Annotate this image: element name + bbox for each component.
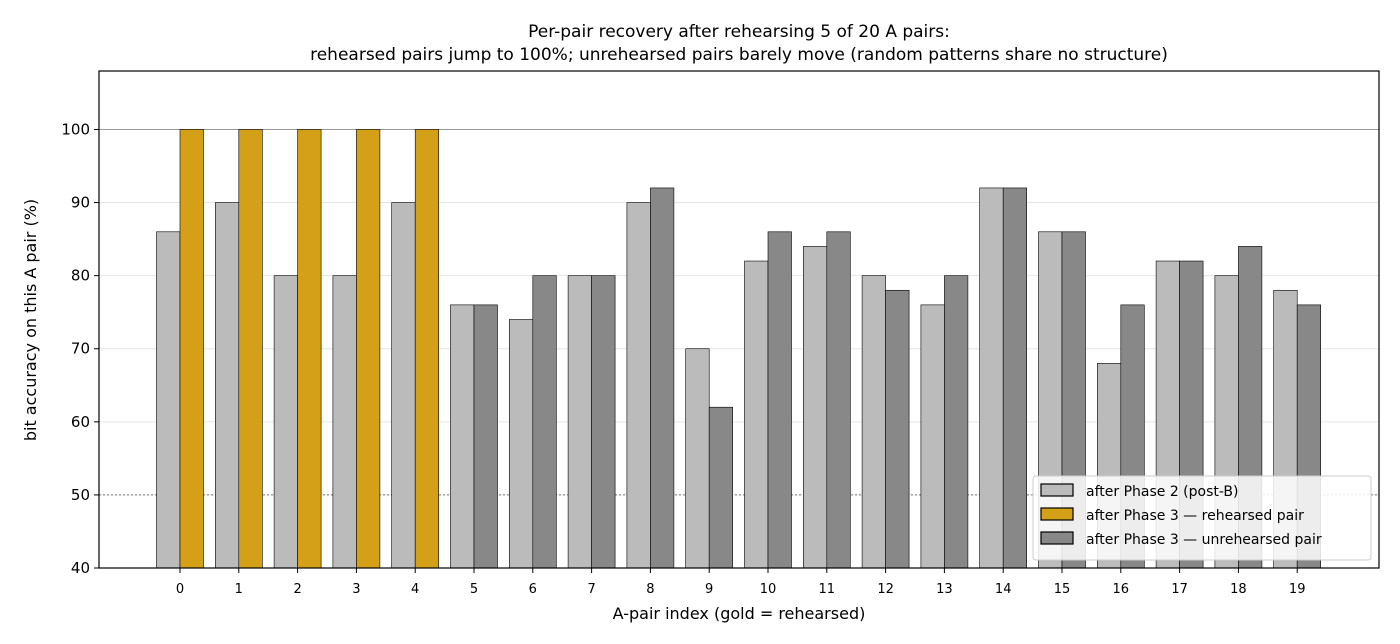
bar-phase3-unrehearsed-8 — [650, 187, 675, 569]
chart-title-line-1: Per-pair recovery after rehearsing 5 of … — [528, 22, 950, 42]
bar-phase2-10 — [744, 260, 769, 569]
bar-phase2-14 — [979, 187, 1004, 569]
legend-swatch — [1040, 483, 1074, 497]
x-tick-label: 1 — [235, 582, 243, 597]
y-tick-label: 90 — [71, 194, 90, 212]
plot-frame — [98, 70, 1380, 569]
bar-phase2-8 — [626, 202, 651, 569]
legend-frame — [1032, 475, 1372, 561]
legend: after Phase 2 (post-B) after Phase 3 — re… — [1032, 475, 1372, 561]
bar-phase3-rehearsed-4 — [414, 129, 440, 569]
x-tick-label: 17 — [1171, 582, 1188, 597]
bar-phase2-7 — [567, 275, 592, 569]
x-tick-label: 14 — [995, 582, 1012, 597]
bar-phase2-4 — [391, 202, 416, 569]
bar-phase3-rehearsed-1 — [238, 129, 263, 569]
y-tick-label: 100 — [61, 120, 90, 138]
bar-phase3-unrehearsed-13 — [944, 275, 969, 569]
x-tick-label: 10 — [760, 582, 777, 597]
bar-phase3-unrehearsed-14 — [1002, 187, 1028, 569]
bar-phase2-0 — [156, 231, 181, 569]
x-tick-label: 2 — [293, 582, 301, 597]
bar-phase2-1 — [215, 202, 240, 569]
bar-phase3-unrehearsed-9 — [708, 406, 734, 569]
x-tick-label: 8 — [646, 582, 654, 597]
bar-phase3-unrehearsed-11 — [826, 231, 851, 569]
chart-title-line-2: rehearsed pairs jump to 100%; unrehearse… — [310, 45, 1168, 65]
x-tick-label: 12 — [877, 582, 894, 597]
bar-phase2-12 — [861, 275, 886, 569]
x-tick-label: 19 — [1289, 582, 1306, 597]
legend-label: after Phase 3 — rehearsed pair — [1086, 508, 1304, 524]
bar-phase3-unrehearsed-7 — [591, 275, 616, 569]
bar-phase2-5 — [450, 304, 475, 569]
y-tick-label: 40 — [71, 559, 90, 577]
y-tick-label: 50 — [71, 486, 90, 504]
x-tick-label: 11 — [819, 582, 836, 597]
y-axis: 40 50 60 70 80 90 100 — [61, 120, 99, 577]
y-tick-label: 80 — [71, 267, 90, 285]
bar-phase3-unrehearsed-6 — [532, 275, 557, 569]
x-tick-label: 15 — [1054, 582, 1071, 597]
legend-swatch — [1040, 507, 1074, 521]
x-tick-label: 3 — [352, 582, 360, 597]
bar-phase3-rehearsed-2 — [297, 129, 322, 569]
x-tick-label: 18 — [1230, 582, 1247, 597]
x-tick-label: 7 — [587, 582, 595, 597]
x-tick-label: 4 — [411, 582, 419, 597]
bar-phase3-rehearsed-0 — [179, 129, 204, 569]
x-tick-label: 16 — [1113, 582, 1130, 597]
bar-phase2-13 — [920, 304, 945, 569]
y-axis-label: bit accuracy on this A pair (%) — [21, 199, 40, 441]
legend-label: after Phase 2 (post-B) — [1086, 484, 1239, 500]
bar-phase2-3 — [332, 275, 357, 569]
bar-phase3-unrehearsed-12 — [885, 289, 910, 569]
y-tick-label: 60 — [71, 413, 90, 431]
x-axis-label: A-pair index (gold = rehearsed) — [613, 604, 866, 623]
x-tick-label: 0 — [176, 582, 184, 597]
x-tick-label: 5 — [470, 582, 478, 597]
x-tick-label: 9 — [705, 582, 713, 597]
bar-phase2-9 — [685, 348, 710, 569]
x-axis: 0 1 2 3 4 5 6 7 8 9 10 11 12 13 14 15 16 17 18 19 — [176, 568, 1306, 597]
bar-phase3-unrehearsed-5 — [473, 304, 498, 569]
bar-phase2-2 — [273, 275, 298, 569]
bar-phase3-rehearsed-3 — [356, 129, 381, 569]
bar-phase2-11 — [802, 246, 828, 569]
x-tick-label: 6 — [529, 582, 537, 597]
bar-phase2-6 — [508, 319, 534, 569]
bar-phase3-unrehearsed-10 — [767, 231, 792, 569]
legend-label: after Phase 3 — unrehearsed pair — [1086, 532, 1322, 548]
legend-swatch — [1040, 531, 1074, 545]
x-tick-label: 13 — [936, 582, 953, 597]
y-tick-label: 70 — [71, 340, 90, 358]
